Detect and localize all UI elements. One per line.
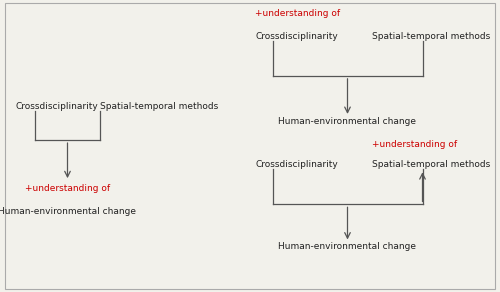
Text: +understanding of: +understanding of bbox=[255, 8, 340, 18]
Text: Crossdisciplinarity: Crossdisciplinarity bbox=[255, 32, 338, 41]
Text: +understanding of: +understanding of bbox=[25, 184, 110, 193]
Text: Crossdisciplinarity: Crossdisciplinarity bbox=[255, 160, 338, 169]
Text: Spatial-temporal methods: Spatial-temporal methods bbox=[372, 32, 491, 41]
Text: Human-environmental change: Human-environmental change bbox=[278, 117, 416, 126]
Text: Spatial-temporal methods: Spatial-temporal methods bbox=[100, 102, 218, 111]
Text: Spatial-temporal methods: Spatial-temporal methods bbox=[372, 160, 491, 169]
Text: +understanding of: +understanding of bbox=[372, 140, 458, 149]
Text: Crossdisciplinarity: Crossdisciplinarity bbox=[15, 102, 98, 111]
Text: Human-environmental change: Human-environmental change bbox=[278, 242, 416, 251]
Text: Human-environmental change: Human-environmental change bbox=[0, 207, 136, 216]
